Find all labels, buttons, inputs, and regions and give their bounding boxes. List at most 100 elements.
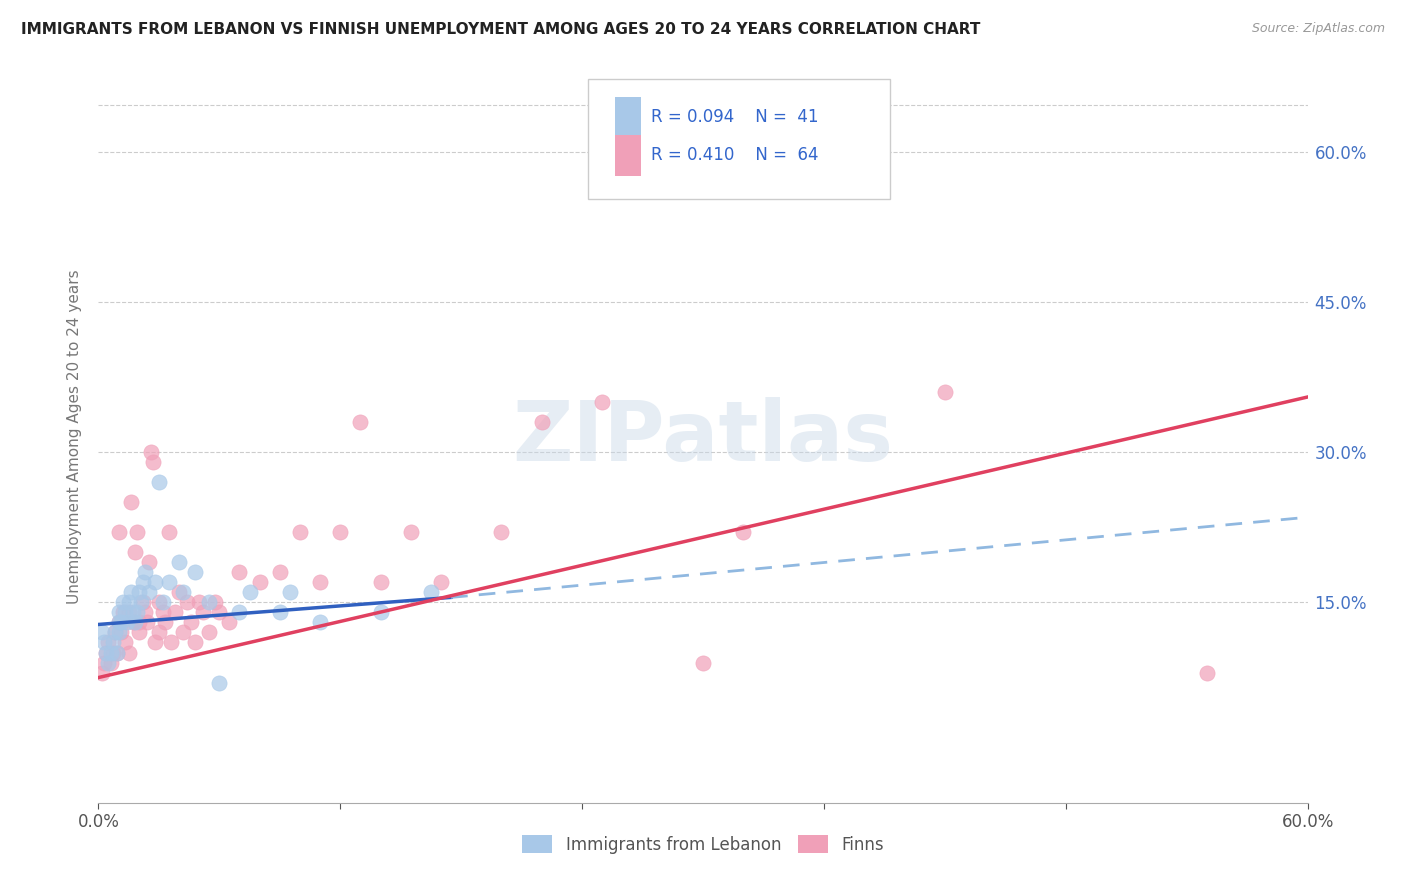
Point bbox=[420, 585, 443, 599]
Point bbox=[288, 525, 311, 540]
Point bbox=[105, 646, 128, 660]
Text: ZIPatlas: ZIPatlas bbox=[513, 397, 893, 477]
Point bbox=[132, 575, 155, 590]
Point bbox=[204, 595, 226, 609]
Point bbox=[269, 606, 291, 620]
Point bbox=[96, 646, 118, 660]
FancyBboxPatch shape bbox=[614, 136, 641, 176]
Point bbox=[430, 575, 453, 590]
Point bbox=[114, 635, 136, 649]
Point bbox=[103, 625, 125, 640]
Point bbox=[135, 615, 157, 630]
Point bbox=[134, 566, 156, 580]
Point bbox=[370, 575, 392, 590]
Point bbox=[530, 415, 553, 429]
Point bbox=[138, 585, 160, 599]
Point bbox=[125, 525, 148, 540]
Point bbox=[198, 595, 221, 609]
Point bbox=[118, 646, 141, 660]
FancyBboxPatch shape bbox=[588, 78, 890, 200]
Point bbox=[733, 525, 755, 540]
Point bbox=[111, 595, 134, 609]
Point bbox=[148, 475, 170, 490]
Point bbox=[399, 525, 422, 540]
Point bbox=[107, 525, 129, 540]
Point bbox=[121, 606, 143, 620]
Point bbox=[309, 575, 332, 590]
Point bbox=[107, 625, 129, 640]
Point bbox=[124, 615, 146, 630]
Point bbox=[309, 615, 332, 630]
Point bbox=[208, 675, 231, 690]
Point bbox=[91, 665, 114, 680]
Point bbox=[118, 595, 141, 609]
Point bbox=[249, 575, 271, 590]
Point bbox=[184, 635, 207, 649]
Point bbox=[124, 545, 146, 559]
Point bbox=[100, 646, 122, 660]
Point bbox=[129, 595, 152, 609]
Legend: Immigrants from Lebanon, Finns: Immigrants from Lebanon, Finns bbox=[516, 829, 890, 860]
Point bbox=[152, 595, 174, 609]
Point bbox=[132, 595, 155, 609]
Point bbox=[101, 635, 124, 649]
Point bbox=[163, 606, 186, 620]
Point bbox=[128, 625, 150, 640]
Point bbox=[218, 615, 240, 630]
Point bbox=[121, 615, 143, 630]
Point bbox=[128, 615, 150, 630]
Point bbox=[172, 625, 194, 640]
Text: R = 0.094    N =  41: R = 0.094 N = 41 bbox=[651, 108, 818, 126]
Point bbox=[188, 595, 211, 609]
Point bbox=[103, 625, 125, 640]
Point bbox=[228, 566, 250, 580]
Point bbox=[934, 384, 956, 399]
Point bbox=[110, 625, 132, 640]
Point bbox=[101, 646, 124, 660]
Point bbox=[329, 525, 352, 540]
Point bbox=[160, 635, 183, 649]
Point bbox=[100, 656, 122, 670]
Point bbox=[125, 606, 148, 620]
Text: IMMIGRANTS FROM LEBANON VS FINNISH UNEMPLOYMENT AMONG AGES 20 TO 24 YEARS CORREL: IMMIGRANTS FROM LEBANON VS FINNISH UNEMP… bbox=[21, 22, 980, 37]
Point bbox=[239, 585, 262, 599]
Point bbox=[97, 635, 120, 649]
Point bbox=[96, 646, 118, 660]
Point bbox=[832, 175, 855, 189]
Point bbox=[148, 595, 170, 609]
Point bbox=[198, 625, 221, 640]
Point bbox=[105, 646, 128, 660]
Point bbox=[107, 615, 129, 630]
Point bbox=[193, 606, 215, 620]
Point bbox=[138, 555, 160, 569]
Point bbox=[97, 656, 120, 670]
Point bbox=[370, 606, 392, 620]
Point bbox=[111, 606, 134, 620]
Point bbox=[120, 495, 142, 509]
Y-axis label: Unemployment Among Ages 20 to 24 years: Unemployment Among Ages 20 to 24 years bbox=[66, 269, 82, 605]
FancyBboxPatch shape bbox=[614, 96, 641, 136]
Text: Source: ZipAtlas.com: Source: ZipAtlas.com bbox=[1251, 22, 1385, 36]
Point bbox=[157, 575, 180, 590]
Point bbox=[115, 615, 138, 630]
Point bbox=[114, 606, 136, 620]
Point bbox=[107, 615, 129, 630]
Point bbox=[349, 415, 371, 429]
Point bbox=[93, 635, 115, 649]
Point bbox=[143, 575, 166, 590]
Point bbox=[128, 585, 150, 599]
Point bbox=[1195, 665, 1218, 680]
Point bbox=[208, 606, 231, 620]
Point bbox=[278, 585, 301, 599]
Point bbox=[172, 585, 194, 599]
Point bbox=[269, 566, 291, 580]
Point bbox=[120, 585, 142, 599]
Point bbox=[139, 445, 162, 459]
Point bbox=[491, 525, 513, 540]
Point bbox=[110, 615, 132, 630]
Point bbox=[157, 525, 180, 540]
Point bbox=[142, 455, 165, 469]
Point bbox=[167, 585, 190, 599]
Point bbox=[184, 566, 207, 580]
Point bbox=[176, 595, 198, 609]
